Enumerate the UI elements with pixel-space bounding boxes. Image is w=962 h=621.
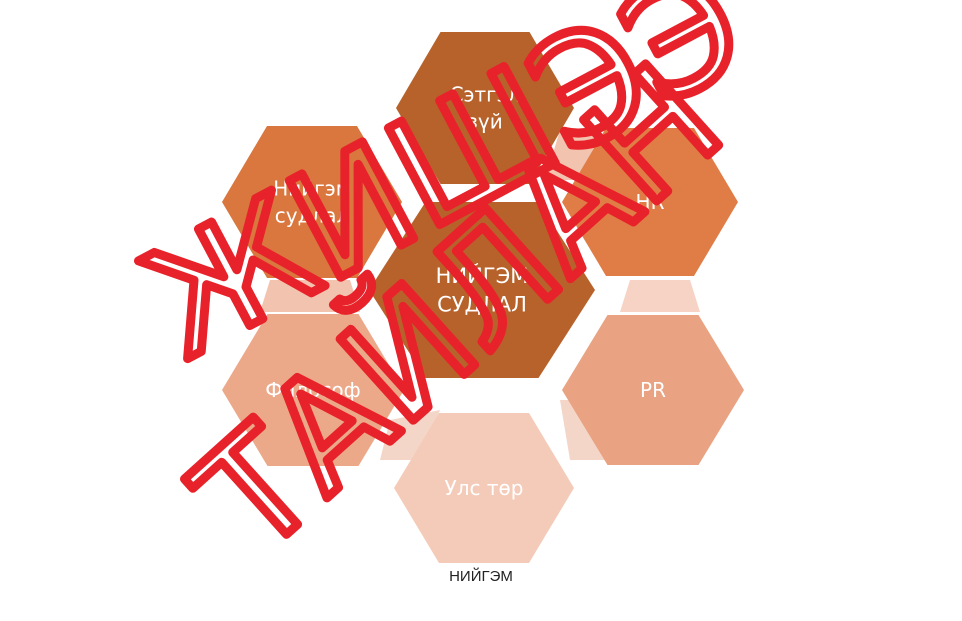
hexagon-top: Сэтгэл зүй [396,32,574,184]
hexagon-shape-upper-left [222,126,402,278]
hexagon-label-top: Сэтгэл [450,83,521,107]
hexagon-label-top: зүй [467,110,502,134]
hexagon-label-upper-right: HR [636,190,665,214]
hexagon-shape-lower-right [562,315,744,465]
hexagon-label-bottom: Улс төр [445,476,524,500]
hexagon-shape-center [369,202,595,378]
connector-left [260,280,360,312]
hexagon-upper-right: HR [562,128,738,276]
hexagon-label-center: СУДЛАЛ [437,293,527,317]
hexagon-center: НИЙГЭМ СУДЛАЛ [369,202,595,378]
hexagon-shape-upper-right [562,128,738,276]
hexagon-label-center: НИЙГЭМ [436,263,529,288]
hexagon-label-upper-left: Нийгэм [273,177,351,201]
hexagon-shape-bottom [394,413,574,563]
hexagon-shape-top [396,32,574,184]
hexagon-label-lower-left: Философ [265,378,361,402]
hexagon-label-lower-right: PR [640,378,666,402]
hexagon-shape-lower-left [222,314,404,466]
diagram-caption: НИЙГЭМ [449,568,513,585]
connector-right [620,280,700,312]
hexagon-upper-left: Нийгэм судлал [222,126,402,278]
hexagon-lower-left: Философ [222,314,404,466]
hexagon-bottom: Улс төр [394,413,574,563]
hexagon-lower-right: PR [562,315,744,465]
hexagon-label-upper-left: судлал [275,204,349,228]
hexagon-connectors [260,130,700,460]
